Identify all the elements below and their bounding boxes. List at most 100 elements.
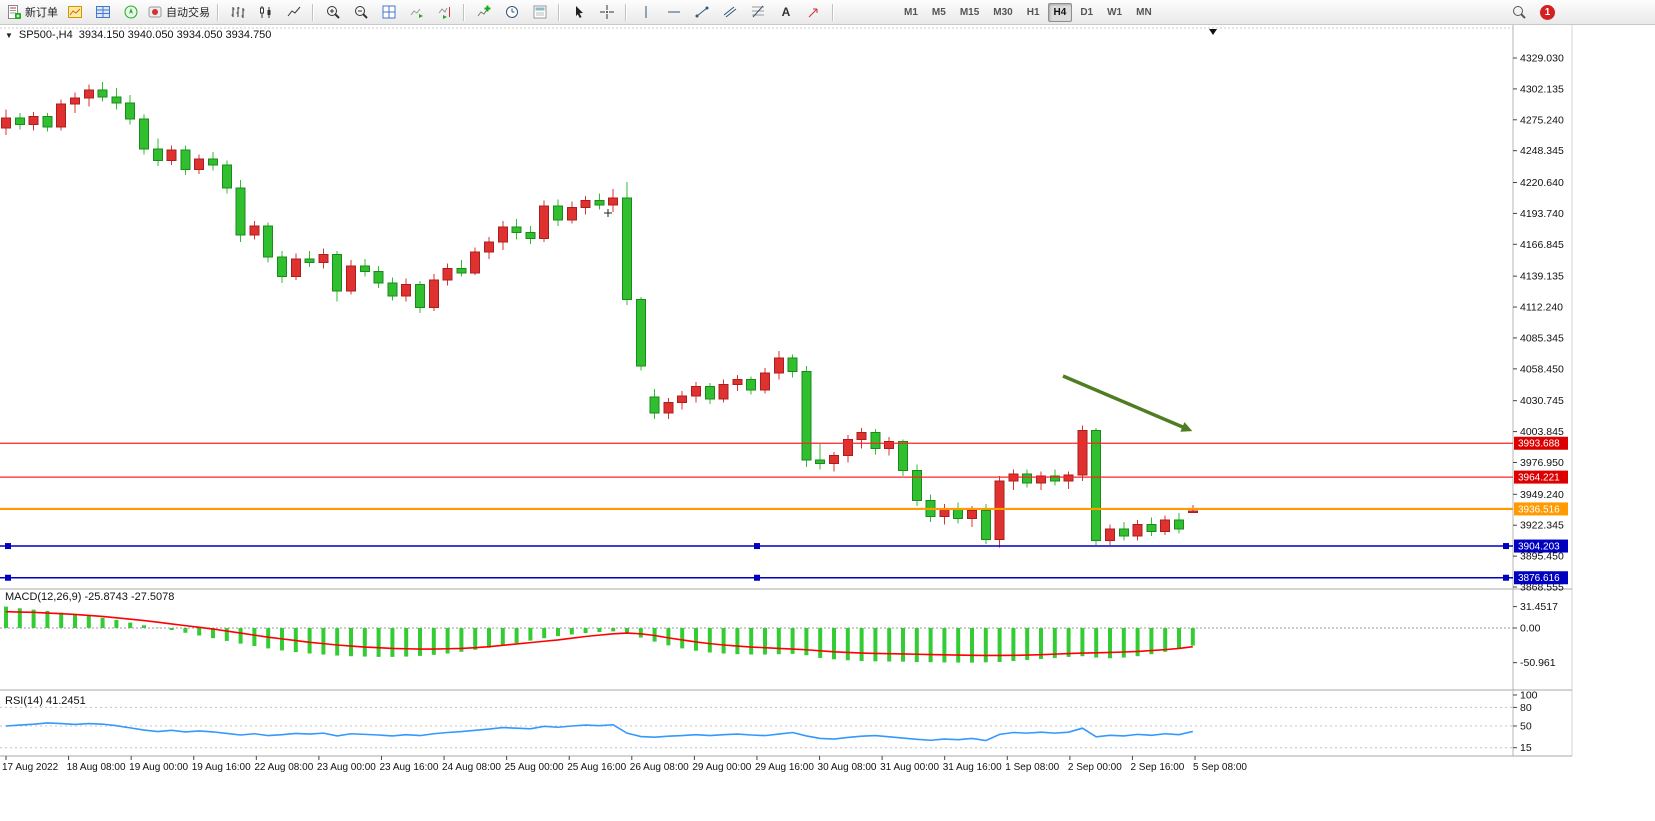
timeframe-group: M1 M5 M15 M30 H1 H4 D1 W1 MN (898, 2, 1158, 22)
timeframe-w1-button[interactable]: W1 (1107, 6, 1123, 18)
rsi-indicator-label: RSI(14) 41.2451 (5, 695, 86, 707)
trendline-button[interactable] (688, 2, 715, 23)
new-order-button[interactable]: 新订单 (4, 2, 60, 23)
vertical-line-button[interactable] (632, 2, 659, 23)
search-button[interactable] (1505, 2, 1532, 23)
macd-panel: 31.4517 0.00 -50.961 (0, 601, 1558, 669)
collapse-triangle-icon[interactable]: ▼ (5, 30, 13, 40)
toolbar-separator (463, 3, 465, 21)
charts-profile-button[interactable] (61, 2, 88, 23)
horizontal-line-button[interactable] (660, 2, 687, 23)
svg-text:19 Aug 16:00: 19 Aug 16:00 (192, 762, 251, 773)
time-axis[interactable]: 17 Aug 2022 18 Aug 08:00 19 Aug 00:00 19 Au… (2, 756, 1247, 773)
macd-name: MACD(12,26,9) (5, 591, 82, 603)
timeframe-m1-button[interactable]: M1 (904, 6, 918, 18)
arrows-tool-button[interactable] (800, 2, 827, 23)
cursor-button[interactable] (565, 2, 592, 23)
svg-text:80: 80 (1520, 702, 1532, 714)
svg-text:4329.030: 4329.030 (1520, 53, 1564, 65)
timeframe-m15-button[interactable]: M15 (959, 6, 980, 18)
autotrade-button[interactable]: 自动交易 (145, 2, 212, 23)
arrows-tool-icon (808, 8, 817, 18)
chart-shift-button[interactable] (431, 2, 458, 23)
zoom-out-button[interactable] (347, 2, 374, 23)
svg-text:19 Aug 00:00: 19 Aug 00:00 (129, 762, 188, 773)
crosshair-icon (599, 5, 614, 19)
bar-chart-icon (231, 7, 244, 18)
channel-icon (723, 6, 736, 18)
timeframe-h1-button[interactable]: H1 (1026, 6, 1040, 18)
toolbar-separator (832, 3, 834, 21)
bar-chart-button[interactable] (224, 2, 251, 23)
toolbar-right-group: 1 (1505, 2, 1555, 23)
svg-text:31.4517: 31.4517 (1520, 601, 1558, 613)
notification-badge[interactable]: 1 (1540, 4, 1555, 20)
svg-text:29 Aug 16:00: 29 Aug 16:00 (755, 762, 814, 773)
vertical-line-icon (645, 6, 646, 18)
svg-text:4166.845: 4166.845 (1520, 239, 1564, 251)
svg-text:5 Sep 08:00: 5 Sep 08:00 (1193, 762, 1247, 773)
svg-text:26 Aug 08:00: 26 Aug 08:00 (630, 762, 689, 773)
svg-text:3868.555: 3868.555 (1520, 582, 1564, 594)
periods-button[interactable] (498, 2, 525, 23)
zoom-in-button[interactable] (319, 2, 346, 23)
horizontal-lines[interactable]: 3993.688 3964.221 3936.516 3904.203 3876.616 (0, 436, 1568, 585)
svg-text:4030.745: 4030.745 (1520, 395, 1564, 407)
charts-profile-icon (67, 6, 82, 18)
cursor-icon (575, 6, 583, 18)
indicators-button[interactable] (470, 2, 497, 23)
chart-canvas[interactable]: 4329.030 4302.135 4275.240 4248.345 4220.640… (0, 25, 1655, 821)
channel-button[interactable] (716, 2, 743, 23)
svg-text:4302.135: 4302.135 (1520, 83, 1564, 95)
market-watch-button[interactable] (89, 2, 116, 23)
tile-windows-button[interactable] (375, 2, 402, 23)
navigator-button[interactable] (117, 2, 144, 23)
new-order-label: 新订单 (25, 7, 58, 19)
tile-windows-icon (382, 5, 395, 19)
chart-shift-icon (438, 7, 450, 19)
macd-indicator-label: MACD(12,26,9) -25.8743 -27.5078 (5, 591, 174, 603)
chart-marks (604, 29, 1217, 217)
svg-text:A: A (781, 5, 790, 19)
svg-text:31 Aug 00:00: 31 Aug 00:00 (880, 762, 939, 773)
rsi-name: RSI(14) (5, 695, 43, 707)
panel-borders (0, 25, 1573, 757)
svg-text:4220.640: 4220.640 (1520, 177, 1564, 189)
timeframe-d1-button[interactable]: D1 (1080, 6, 1094, 18)
toolbar-separator (558, 3, 560, 21)
timeframe-m30-button[interactable]: M30 (993, 6, 1013, 18)
fibonacci-button[interactable] (744, 2, 771, 23)
svg-text:3993.688: 3993.688 (1518, 439, 1560, 450)
auto-scroll-button[interactable] (403, 2, 430, 23)
svg-text:50: 50 (1520, 721, 1532, 733)
svg-text:2 Sep 16:00: 2 Sep 16:00 (1130, 762, 1184, 773)
templates-button[interactable] (526, 2, 553, 23)
svg-text:4275.240: 4275.240 (1520, 114, 1564, 126)
trend-arrow[interactable] (1062, 374, 1193, 432)
price-axis[interactable]: 4329.030 4302.135 4275.240 4248.345 4220.640… (1513, 53, 1564, 594)
crosshair-button[interactable] (593, 2, 620, 23)
timeframe-m5-button[interactable]: M5 (931, 6, 946, 18)
zoom-in-icon (326, 6, 340, 19)
horizontal-line-icon (667, 11, 680, 13)
svg-text:31 Aug 16:00: 31 Aug 16:00 (943, 762, 1002, 773)
svg-text:15: 15 (1520, 742, 1532, 754)
toolbar-separator (312, 3, 314, 21)
svg-text:3964.221: 3964.221 (1518, 473, 1560, 484)
toolbar-separator (217, 3, 219, 21)
svg-text:17 Aug 2022: 17 Aug 2022 (2, 762, 59, 773)
text-tool-button[interactable]: A (772, 2, 799, 23)
timeframe-mn-button[interactable]: MN (1136, 6, 1152, 18)
line-chart-button[interactable] (280, 2, 307, 23)
new-order-icon (6, 4, 22, 20)
timeframe-h4-button[interactable]: H4 (1047, 2, 1073, 22)
svg-text:22 Aug 08:00: 22 Aug 08:00 (254, 762, 313, 773)
svg-text:3976.950: 3976.950 (1520, 457, 1564, 469)
candlestick-chart-button[interactable] (252, 2, 279, 23)
auto-scroll-icon (410, 8, 423, 18)
chart-symbol-timeframe: SP500-,H4 (18, 29, 73, 41)
indicators-icon (477, 5, 490, 17)
svg-text:3936.516: 3936.516 (1518, 504, 1560, 515)
candlestick-chart-icon (259, 6, 270, 18)
